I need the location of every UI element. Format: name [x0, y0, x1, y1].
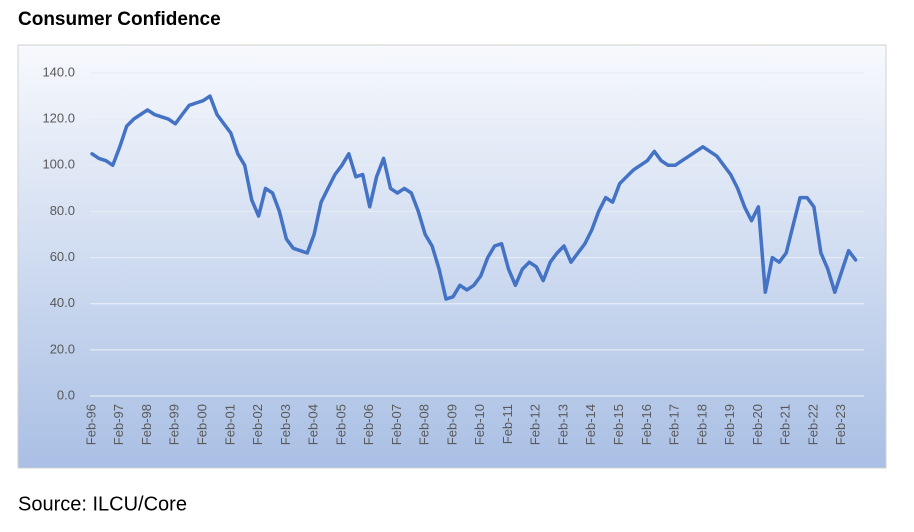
x-tick-label: Feb-00 — [195, 404, 210, 445]
x-tick-label: Feb-19 — [722, 404, 737, 445]
x-tick-label: Feb-96 — [83, 404, 98, 445]
x-tick-label: Feb-23 — [833, 404, 848, 445]
chart-title: Consumer Confidence — [18, 9, 221, 30]
y-tick-label: 120.0 — [42, 111, 75, 126]
x-tick-label: Feb-10 — [472, 404, 487, 445]
x-tick-label: Feb-99 — [167, 404, 182, 445]
x-tick-label: Feb-12 — [528, 404, 543, 445]
x-tick-label: Feb-03 — [278, 404, 293, 445]
line — [90, 94, 858, 301]
x-tick-label: Feb-97 — [111, 404, 126, 445]
x-tick-label: Feb-02 — [250, 404, 265, 445]
y-tick-label: 60.0 — [50, 249, 75, 264]
x-tick-label: Feb-15 — [611, 404, 626, 445]
y-tick-label: 100.0 — [42, 157, 75, 172]
x-tick-label: Feb-22 — [805, 404, 820, 445]
x-tick-label: Feb-18 — [694, 404, 709, 445]
x-tick-label: Feb-98 — [139, 404, 154, 445]
x-tick-label: Feb-11 — [500, 404, 515, 444]
x-tick-label: Feb-04 — [306, 404, 321, 445]
x-tick-label: Feb-13 — [555, 404, 570, 445]
x-tick-label: Feb-16 — [639, 404, 654, 445]
x-tick-label: Feb-14 — [583, 404, 598, 445]
x-tick-label: Feb-08 — [417, 404, 432, 445]
x-tick-label: Feb-09 — [444, 404, 459, 445]
y-tick-label: 40.0 — [50, 295, 75, 310]
y-tick-label: 0.0 — [57, 387, 75, 402]
x-tick-label: Feb-01 — [222, 404, 237, 445]
y-tick-label: 20.0 — [50, 341, 75, 356]
x-tick-label: Feb-20 — [750, 404, 765, 445]
x-tick-label: Feb-17 — [667, 404, 682, 445]
x-tick-label: Feb-07 — [389, 404, 404, 445]
y-tick-label: 80.0 — [50, 203, 75, 218]
x-tick-label: Feb-05 — [333, 404, 348, 445]
x-tick-label: Feb-21 — [778, 404, 793, 445]
source: Source: ILCU/Core — [18, 493, 187, 515]
x-tick-label: Feb-06 — [361, 404, 376, 445]
y-tick-label: 140.0 — [42, 64, 75, 79]
